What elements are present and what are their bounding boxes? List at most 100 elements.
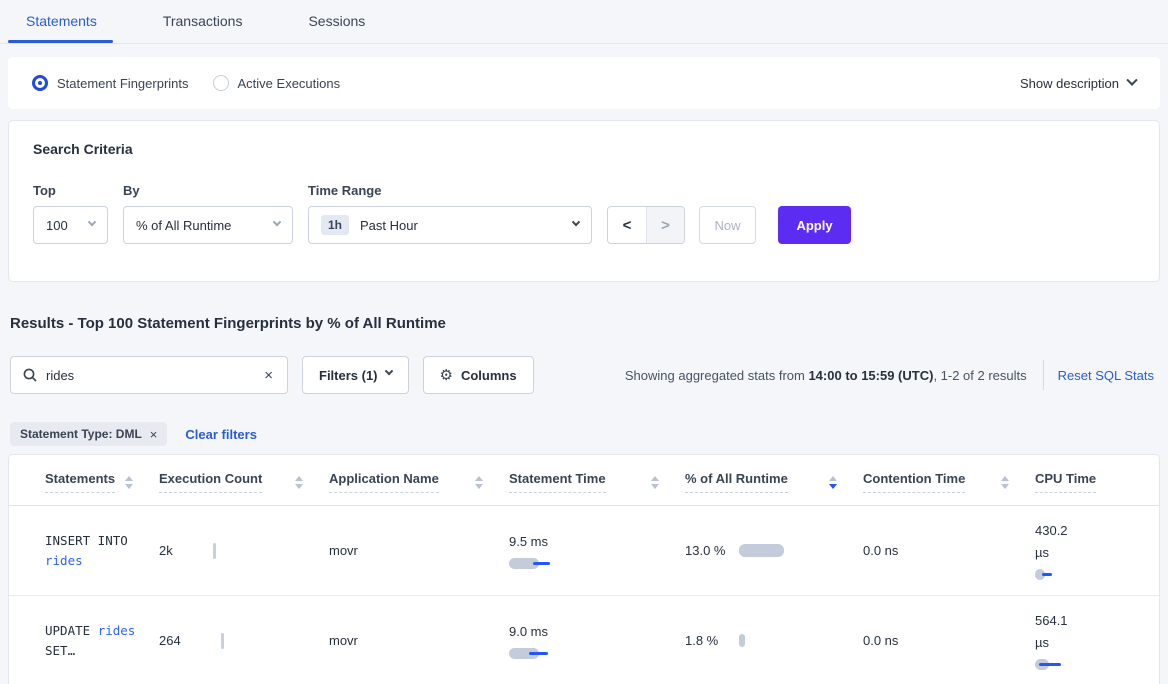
statement-time-cell: 9.0 ms xyxy=(509,595,685,684)
column-header-contention-time[interactable]: Contention Time xyxy=(863,471,966,493)
application-name-cell: movr xyxy=(329,505,509,596)
search-input[interactable] xyxy=(46,367,263,383)
statement-time-bar xyxy=(509,557,685,570)
filter-chip-row: Statement Type: DML × Clear filters xyxy=(10,422,1168,446)
cpu-time-cell: 564.1 µs xyxy=(1035,595,1159,684)
execution-count-cell: 264 xyxy=(159,632,329,649)
filters-button[interactable]: Filters (1) xyxy=(302,356,409,394)
radio-label: Statement Fingerprints xyxy=(57,75,189,91)
show-description-toggle[interactable]: Show description xyxy=(1020,74,1138,91)
filters-label: Filters (1) xyxy=(319,367,378,383)
chevron-down-icon xyxy=(571,217,581,227)
statement-time-bar xyxy=(509,647,685,660)
radio-label: Active Executions xyxy=(237,75,341,91)
column-header-runtime-pct[interactable]: % of All Runtime xyxy=(685,471,788,493)
count-bar xyxy=(220,632,224,649)
statement-text: UPDATE xyxy=(45,622,98,638)
time-range-label: Time Range xyxy=(308,183,382,198)
results-heading: Results - Top 100 Statement Fingerprints… xyxy=(10,315,446,332)
filter-chip-statement-type[interactable]: Statement Type: DML × xyxy=(10,422,168,446)
search-icon xyxy=(23,368,37,382)
runtime-pct-bar xyxy=(739,544,784,557)
sort-icon[interactable] xyxy=(829,475,837,489)
radio-statement-fingerprints[interactable]: Statement Fingerprints xyxy=(32,75,189,91)
aggregated-stats-text: Showing aggregated stats from 14:00 to 1… xyxy=(624,367,1027,383)
by-label: By xyxy=(123,183,140,198)
sort-icon[interactable] xyxy=(295,475,303,489)
top-select[interactable]: 100 xyxy=(33,206,108,244)
cpu-time-bar xyxy=(1035,568,1159,581)
time-prev-button[interactable]: < xyxy=(608,207,646,243)
sort-icon[interactable] xyxy=(1001,475,1009,489)
by-field: By % of All Runtime xyxy=(123,183,293,244)
application-name-cell: movr xyxy=(329,595,509,684)
time-range-select[interactable]: 1h Past Hour xyxy=(308,206,592,244)
statement-link[interactable]: rides xyxy=(97,622,136,638)
clear-filters-link[interactable]: Clear filters xyxy=(185,426,257,442)
statement-link[interactable]: rides xyxy=(45,552,83,568)
statement-text: INSERT INTO xyxy=(45,532,128,548)
statement-text: SET… xyxy=(45,642,76,658)
by-select[interactable]: % of All Runtime xyxy=(123,206,293,244)
chevron-down-icon xyxy=(1126,74,1138,86)
search-criteria-panel: Search Criteria Top 100 By % of All Runt… xyxy=(8,120,1160,282)
radio-active-executions[interactable]: Active Executions xyxy=(212,75,341,91)
reset-sql-stats-link[interactable]: Reset SQL Stats xyxy=(1057,367,1154,383)
top-label: Top xyxy=(33,183,56,198)
tab-transactions[interactable]: Transactions xyxy=(162,13,243,29)
table-row: UPDATE rides SET… 264 movr 9.0 ms 1.8 % … xyxy=(9,595,1159,684)
cpu-time-bar xyxy=(1035,658,1159,671)
by-value: % of All Runtime xyxy=(136,217,232,233)
statements-table: Statements Execution Count Application N… xyxy=(9,455,1159,684)
sort-icon[interactable] xyxy=(125,475,133,489)
top-field: Top 100 xyxy=(33,183,108,244)
column-header-statements[interactable]: Statements xyxy=(45,471,116,493)
now-button[interactable]: Now xyxy=(699,206,756,244)
top-value: 100 xyxy=(46,217,68,233)
column-header-execution-count[interactable]: Execution Count xyxy=(159,471,263,493)
chip-label: Statement Type: DML xyxy=(20,427,142,441)
contention-time-cell: 0.0 ns xyxy=(863,505,1035,596)
gear-icon: ⚙ xyxy=(439,367,453,384)
results-toolbar: × Filters (1) ⚙ Columns Showing aggregat… xyxy=(8,356,1160,394)
page-tabs: Statements Transactions Sessions xyxy=(0,0,1168,44)
execution-count-cell: 2k xyxy=(159,542,329,559)
chevron-down-icon xyxy=(384,366,393,375)
column-header-cpu-time[interactable]: CPU Time xyxy=(1035,471,1097,493)
time-range-field: Time Range 1h Past Hour xyxy=(308,183,592,244)
contention-time-cell: 0.0 ns xyxy=(863,595,1035,684)
tab-sessions[interactable]: Sessions xyxy=(308,13,366,29)
time-next-button[interactable]: > xyxy=(646,207,684,243)
clear-search-icon[interactable]: × xyxy=(264,366,273,384)
table-row: INSERT INTO rides 2k movr 9.5 ms 13.0 % … xyxy=(9,505,1159,596)
view-mode-bar: Statement Fingerprints Active Executions… xyxy=(8,57,1160,109)
chip-close-icon[interactable]: × xyxy=(149,426,158,442)
count-bar xyxy=(212,542,216,559)
radio-unselected-icon[interactable] xyxy=(212,75,229,91)
time-nav-group: < > xyxy=(607,206,685,244)
radio-selected-icon[interactable] xyxy=(32,75,48,91)
panel-title: Search Criteria xyxy=(33,141,133,157)
statement-search-box[interactable]: × xyxy=(10,356,288,394)
statements-table-panel: Statements Execution Count Application N… xyxy=(8,454,1160,684)
column-header-application-name[interactable]: Application Name xyxy=(329,471,439,493)
statement-time-cell: 9.5 ms xyxy=(509,505,685,596)
chevron-down-icon xyxy=(87,217,97,227)
columns-label: Columns xyxy=(460,367,517,383)
cpu-time-cell: 430.2 µs xyxy=(1035,505,1159,596)
runtime-pct-cell: 1.8 % xyxy=(685,595,863,684)
runtime-pct-bar xyxy=(739,634,745,647)
columns-button[interactable]: ⚙ Columns xyxy=(422,356,534,394)
sort-icon[interactable] xyxy=(475,475,483,489)
time-range-value: Past Hour xyxy=(360,217,418,233)
statement-fingerprint[interactable]: UPDATE rides SET… xyxy=(45,621,157,661)
statement-fingerprint[interactable]: INSERT INTO rides xyxy=(45,531,157,571)
show-description-label: Show description xyxy=(1020,75,1119,91)
column-header-statement-time[interactable]: Statement Time xyxy=(509,471,606,493)
apply-button[interactable]: Apply xyxy=(778,206,851,244)
chevron-down-icon xyxy=(272,217,282,227)
time-range-badge: 1h xyxy=(321,215,350,235)
sort-icon[interactable] xyxy=(651,475,659,489)
divider xyxy=(1042,360,1044,390)
tab-statements[interactable]: Statements xyxy=(8,13,113,43)
